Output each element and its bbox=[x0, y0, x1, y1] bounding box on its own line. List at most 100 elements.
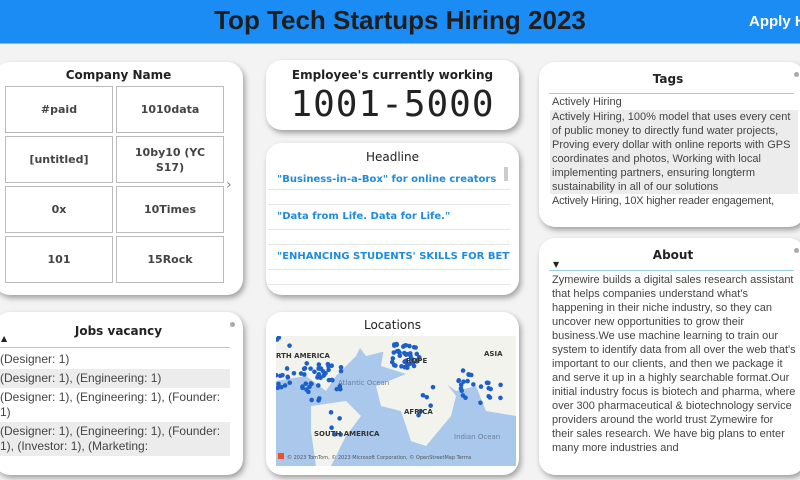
location-point[interactable] bbox=[498, 395, 503, 401]
location-point[interactable] bbox=[416, 412, 421, 418]
location-point[interactable] bbox=[337, 416, 342, 421]
location-point[interactable] bbox=[338, 432, 343, 437]
location-point[interactable] bbox=[456, 378, 461, 384]
location-point[interactable] bbox=[308, 366, 313, 371]
location-point[interactable] bbox=[291, 370, 297, 376]
location-point[interactable] bbox=[306, 389, 311, 395]
location-point[interactable] bbox=[332, 432, 337, 437]
location-point[interactable] bbox=[329, 425, 334, 431]
location-point[interactable] bbox=[316, 372, 322, 377]
location-point[interactable] bbox=[486, 380, 491, 386]
scrollbar[interactable] bbox=[504, 167, 508, 181]
location-point[interactable] bbox=[300, 385, 305, 391]
location-point[interactable] bbox=[407, 343, 412, 349]
location-point[interactable] bbox=[302, 365, 308, 371]
location-point[interactable] bbox=[394, 348, 400, 354]
location-point[interactable] bbox=[338, 368, 344, 374]
location-point[interactable] bbox=[338, 364, 344, 370]
location-point[interactable] bbox=[326, 367, 331, 373]
location-point[interactable] bbox=[478, 384, 484, 389]
company-cell[interactable]: 10Times bbox=[116, 186, 224, 233]
location-point[interactable] bbox=[486, 385, 492, 391]
location-point[interactable] bbox=[402, 343, 407, 349]
location-point[interactable] bbox=[316, 383, 321, 388]
location-point[interactable] bbox=[316, 398, 321, 403]
location-point[interactable] bbox=[328, 410, 334, 415]
location-point[interactable] bbox=[276, 381, 281, 387]
company-cell[interactable]: [untitled] bbox=[5, 136, 113, 183]
location-point[interactable] bbox=[460, 368, 466, 373]
location-point[interactable] bbox=[487, 395, 493, 400]
jobs-row[interactable]: (Designer: 1), (Engineering: 1) bbox=[0, 369, 230, 388]
location-point[interactable] bbox=[460, 393, 466, 398]
location-point[interactable] bbox=[420, 392, 426, 398]
location-point[interactable] bbox=[309, 397, 314, 403]
location-point[interactable] bbox=[285, 375, 291, 380]
location-point[interactable] bbox=[471, 382, 476, 387]
location-point[interactable] bbox=[329, 363, 334, 368]
jobs-row[interactable]: (Designer: 1), (Engineering: 1), (Founde… bbox=[0, 390, 221, 419]
location-point[interactable] bbox=[276, 385, 281, 391]
location-point[interactable] bbox=[403, 358, 409, 364]
jobs-row[interactable]: (Designer: 1), (Engineering: 1), (Founde… bbox=[0, 422, 230, 456]
location-point[interactable] bbox=[407, 351, 413, 356]
location-point[interactable] bbox=[411, 344, 417, 350]
location-point[interactable] bbox=[404, 365, 410, 371]
company-cell[interactable]: 101 bbox=[5, 236, 113, 283]
location-point[interactable] bbox=[316, 362, 322, 367]
location-point[interactable] bbox=[498, 382, 503, 388]
location-point[interactable] bbox=[414, 359, 420, 364]
headline-item[interactable]: "ENHANCING STUDENTS' SKILLS FOR BETTE... bbox=[268, 245, 510, 270]
location-point[interactable] bbox=[284, 366, 290, 371]
tags-row[interactable]: Actively Hiring, 100% model that uses ev… bbox=[550, 110, 798, 194]
location-point[interactable] bbox=[303, 381, 309, 386]
apply-button[interactable]: Apply H bbox=[749, 13, 800, 30]
location-point[interactable] bbox=[424, 394, 430, 400]
location-point[interactable] bbox=[278, 373, 283, 379]
location-point[interactable] bbox=[414, 351, 420, 357]
jobs-row[interactable]: (Designer: 1) bbox=[0, 352, 70, 366]
more-options-icon[interactable] bbox=[794, 72, 799, 77]
location-point[interactable] bbox=[298, 371, 304, 376]
location-point[interactable] bbox=[276, 336, 282, 340]
location-point[interactable] bbox=[304, 361, 310, 366]
location-point[interactable] bbox=[334, 386, 340, 392]
location-point[interactable] bbox=[418, 408, 423, 414]
company-cell[interactable]: 10by10 (YC S17) bbox=[116, 136, 224, 183]
tags-row[interactable]: Actively Hiring, 10X higher reader engag… bbox=[552, 195, 774, 207]
location-point[interactable] bbox=[393, 363, 398, 368]
location-point[interactable] bbox=[428, 403, 433, 408]
sort-down-icon[interactable]: ▼ bbox=[553, 260, 560, 269]
locations-map[interactable]: RTH AMERICA ROPE ASIA Atlantic Ocean AFR… bbox=[276, 336, 516, 466]
location-point[interactable] bbox=[317, 366, 323, 371]
location-point[interactable] bbox=[430, 384, 436, 390]
company-cell[interactable]: 1010data bbox=[116, 86, 224, 133]
company-cell[interactable]: 15Rock bbox=[116, 236, 224, 283]
location-point[interactable] bbox=[468, 372, 474, 378]
location-point[interactable] bbox=[329, 377, 335, 383]
tags-row[interactable]: Actively Hiring bbox=[552, 96, 622, 108]
location-point[interactable] bbox=[308, 381, 314, 386]
sort-up-icon[interactable]: ▲ bbox=[1, 334, 8, 343]
location-point[interactable] bbox=[282, 383, 288, 388]
location-point[interactable] bbox=[478, 400, 483, 406]
location-point[interactable] bbox=[403, 352, 409, 357]
location-point[interactable] bbox=[410, 360, 416, 366]
location-point[interactable] bbox=[323, 370, 328, 376]
location-point[interactable] bbox=[312, 369, 317, 375]
more-options-icon[interactable] bbox=[230, 322, 235, 327]
location-point[interactable] bbox=[461, 379, 466, 384]
more-options-icon[interactable] bbox=[794, 248, 799, 253]
location-point[interactable] bbox=[287, 343, 292, 348]
location-point[interactable] bbox=[276, 372, 279, 378]
location-point[interactable] bbox=[287, 380, 293, 386]
location-point[interactable] bbox=[465, 378, 470, 384]
location-point[interactable] bbox=[392, 343, 397, 348]
headline-item[interactable]: "Business-in-a-Box" for online creators bbox=[268, 167, 510, 190]
location-point[interactable] bbox=[390, 356, 396, 361]
company-cell[interactable]: 0x bbox=[5, 186, 113, 233]
location-point[interactable] bbox=[337, 383, 343, 389]
location-point[interactable] bbox=[279, 384, 284, 390]
company-cell[interactable]: #paid bbox=[5, 86, 113, 133]
headline-item[interactable]: "Data from Life. Data for Life." bbox=[268, 205, 510, 230]
